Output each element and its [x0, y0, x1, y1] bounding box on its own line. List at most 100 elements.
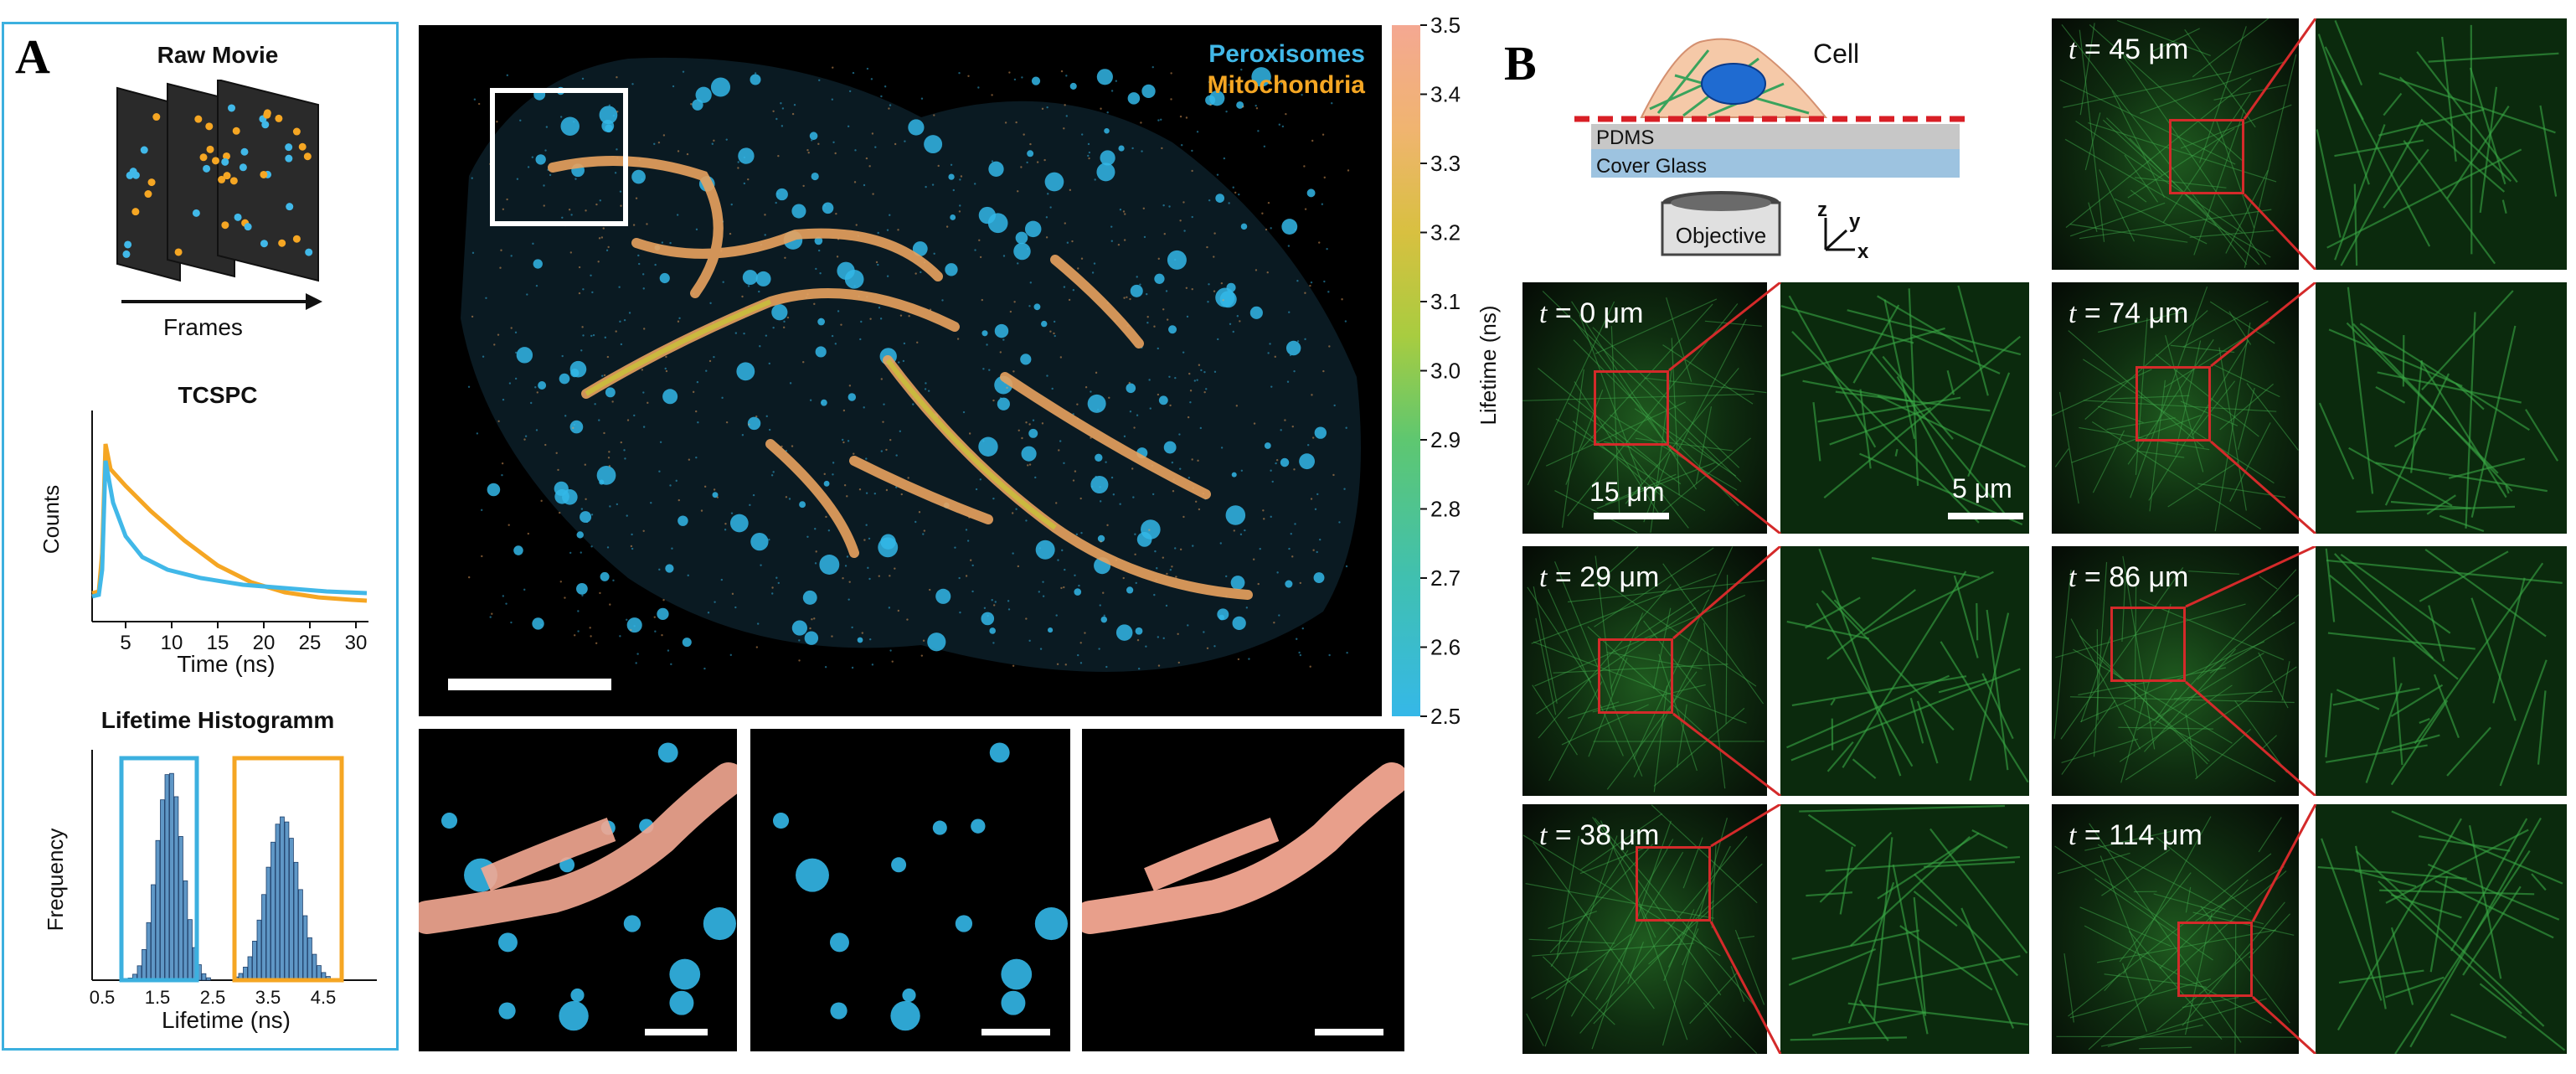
depth-overview-image: t = 38 μm	[1522, 804, 1767, 1054]
zoom-scale-bar	[1948, 513, 2023, 519]
histogram-bar	[247, 956, 253, 981]
histogram-bar	[270, 841, 276, 981]
zoom-connector-lines	[2210, 282, 2316, 534]
cell-rendering	[461, 57, 1361, 672]
histogram-bar	[252, 941, 257, 981]
tcspc-xtick: 10	[161, 632, 183, 654]
colorbar-tick: 2.9	[1430, 427, 1461, 452]
tcspc-peroxisomes-curve	[91, 460, 368, 599]
schematic-axis-z: z	[1817, 199, 1827, 221]
schematic-glass-label: Cover Glass	[1596, 155, 1707, 178]
zoom-peroxisomes-scale-bar	[981, 1029, 1050, 1035]
depth-label: t = 74 μm	[2069, 297, 2189, 329]
tcspc-xtick: 30	[345, 632, 368, 654]
colorbar-axis: 3.5 3.4 3.3 3.2 3.1 3.0 2.9 2.8 2.7 2.6 2.5 Lifeti…	[1420, 13, 1501, 729]
main-scale-bar	[448, 679, 611, 690]
device-schematic: Cell PDMS Cover Glass Objective z y x	[1574, 38, 1968, 263]
depth-label: t = 86 μm	[2069, 561, 2189, 593]
histogram-xlabel: Lifetime (ns)	[162, 1007, 291, 1033]
histogram-bar	[183, 880, 188, 981]
histogram-bar	[312, 953, 317, 981]
zoom-connector-lines	[2251, 804, 2317, 1054]
depth-label: t = 29 μm	[1539, 561, 1660, 593]
zoom-merged-scale-bar	[645, 1029, 708, 1035]
histogram-peroxisome-gate	[119, 756, 199, 983]
histogram-bar	[275, 824, 281, 981]
raw-movie-frames	[116, 80, 319, 282]
histogram-mitochondria-gate	[232, 756, 344, 983]
zoom-connector-lines	[1672, 546, 1781, 796]
colorbar-tick: 3.4	[1430, 82, 1461, 107]
histogram-bar	[169, 772, 174, 981]
depth-zoom-image	[2316, 282, 2567, 534]
overview-scale-bar	[1594, 513, 1669, 519]
zoom-region-box	[490, 88, 628, 226]
depth-zoom-image	[2316, 546, 2567, 796]
depth-label: t = 38 μm	[1539, 819, 1660, 851]
zoom-connector-lines	[1668, 282, 1781, 534]
depth-zoom-image: 5 μm	[1780, 282, 2029, 534]
depth-zoom-image	[2316, 18, 2567, 270]
colorbar-tick: 3.2	[1430, 220, 1461, 245]
depth-overview-image: t = 114 μm	[2052, 804, 2299, 1054]
tcspc-xtick: 5	[120, 632, 131, 654]
tcspc-ylabel: Counts	[39, 485, 64, 554]
tcspc-xlabel: Time (ns)	[177, 651, 275, 677]
zoom-merged-image	[419, 729, 737, 1051]
histogram-bar	[302, 915, 308, 981]
histogram-bar	[284, 821, 290, 981]
histogram-title: Lifetime Histogramm	[100, 707, 335, 733]
histogram-bar	[173, 796, 179, 981]
depth-overview-image: t = 29 μm	[1522, 546, 1767, 796]
depth-zoom-image	[1780, 804, 2029, 1054]
histogram-bar	[160, 799, 165, 981]
histogram-bar	[142, 949, 147, 981]
histogram-xtick: 3.5	[255, 987, 281, 1008]
histogram-bar	[265, 866, 271, 981]
panel-a-letter: A	[15, 29, 50, 84]
tcspc-xtick: 25	[299, 632, 322, 654]
histogram-bar	[201, 973, 207, 981]
colorbar-tick: 3.1	[1430, 289, 1461, 314]
tcspc-chart: Counts 5 10 15 20 25 30 Time (ns)	[39, 410, 368, 677]
lifetime-colorbar	[1392, 25, 1420, 716]
overview-scale-text: 15 μm	[1589, 477, 1665, 507]
tcspc-title: TCSPC	[178, 382, 258, 408]
roi-box	[1636, 846, 1711, 922]
roi-box	[2110, 607, 2186, 682]
zoom-connector-lines	[2185, 546, 2316, 796]
colorbar-label: Lifetime (ns)	[1476, 305, 1501, 425]
zoom-mitochondria-scale-bar	[1315, 1029, 1383, 1035]
zoom-connector-lines	[1709, 804, 1782, 1054]
legend-peroxisomes: Peroxisomes	[1208, 40, 1365, 68]
colorbar-tick: 2.8	[1430, 497, 1461, 522]
schematic-axis-x: x	[1857, 240, 1869, 263]
histogram-bar	[293, 861, 299, 981]
histogram-ylabel: Frequency	[43, 829, 68, 932]
tcspc-xtick: 15	[207, 632, 229, 654]
histogram-bar	[298, 889, 303, 981]
roi-box	[1594, 370, 1669, 446]
histogram-bar	[261, 894, 266, 981]
panel-a-schematic-frame	[2, 22, 399, 1051]
histogram-bar	[307, 937, 312, 981]
histogram-bar	[178, 836, 183, 981]
histogram-bar	[164, 774, 170, 981]
histogram-bar	[289, 838, 294, 981]
colorbar-tick: 3.5	[1430, 13, 1461, 38]
histogram-bar	[151, 884, 156, 981]
colorbar-tick: 2.5	[1430, 704, 1461, 729]
histogram-bar	[317, 965, 322, 981]
depth-label: t = 0 μm	[1539, 297, 1644, 329]
colorbar-tick: 3.0	[1430, 359, 1461, 384]
zoom-mitochondria-image	[1082, 729, 1404, 1051]
schematic-pdms-label: PDMS	[1596, 127, 1654, 149]
depth-label: t = 114 μm	[2069, 819, 2202, 851]
zoom-scale-text: 5 μm	[1952, 473, 2012, 503]
colorbar-tick: 2.7	[1430, 565, 1461, 591]
roi-box	[1598, 638, 1673, 714]
histogram-bar	[256, 919, 262, 981]
colorbar-tick: 2.6	[1430, 635, 1461, 660]
histogram-bar	[137, 965, 142, 981]
histogram-bar	[280, 816, 285, 981]
